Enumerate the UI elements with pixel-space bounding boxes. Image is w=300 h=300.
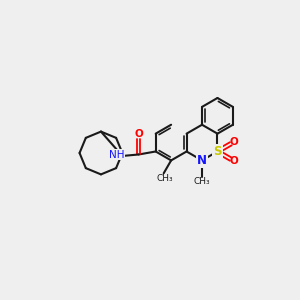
Text: O: O: [134, 129, 143, 139]
Text: NH: NH: [109, 150, 125, 160]
Text: O: O: [230, 137, 239, 147]
Text: N: N: [197, 154, 207, 167]
Text: CH₃: CH₃: [194, 177, 210, 186]
Text: CH₃: CH₃: [157, 174, 173, 183]
Text: O: O: [230, 156, 239, 166]
Text: S: S: [213, 145, 222, 158]
